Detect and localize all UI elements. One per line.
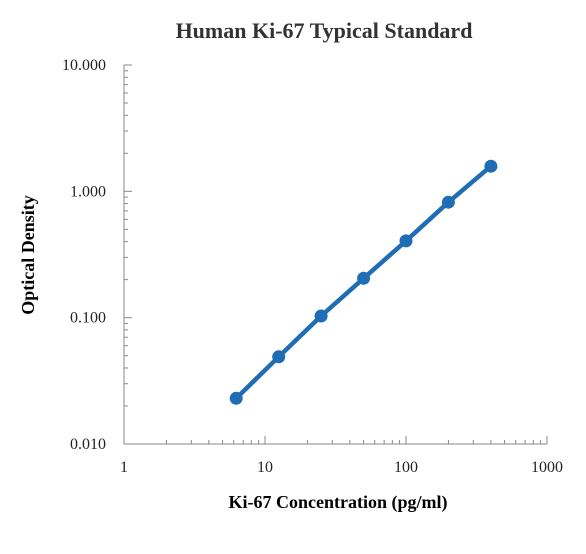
data-point xyxy=(229,391,243,405)
data-point xyxy=(399,234,413,248)
y-tick-label: 0.010 xyxy=(70,436,106,453)
data-point xyxy=(272,350,286,364)
x-tick-label: 100 xyxy=(394,459,418,476)
y-axis-label: Optical Density xyxy=(18,195,38,315)
data-point xyxy=(484,159,498,173)
x-tick-label: 10 xyxy=(257,459,273,476)
data-point xyxy=(441,195,455,209)
y-tick-label: 0.100 xyxy=(70,310,106,327)
x-axis-label: Ki-67 Concentration (pg/ml) xyxy=(229,492,448,513)
ticks: 0.010 0.100 1.000 10.000 1 10 100 1000 xyxy=(62,57,563,476)
series-layer xyxy=(229,159,498,405)
x-tick-label: 1000 xyxy=(531,459,563,476)
y-tick-label: 10.000 xyxy=(62,57,106,74)
data-point xyxy=(314,309,328,323)
chart-title: Human Ki-67 Typical Standard xyxy=(176,18,473,43)
axes xyxy=(123,65,547,445)
x-tick-label: 1 xyxy=(120,459,128,476)
data-point xyxy=(357,271,371,285)
y-tick-label: 1.000 xyxy=(70,183,106,200)
